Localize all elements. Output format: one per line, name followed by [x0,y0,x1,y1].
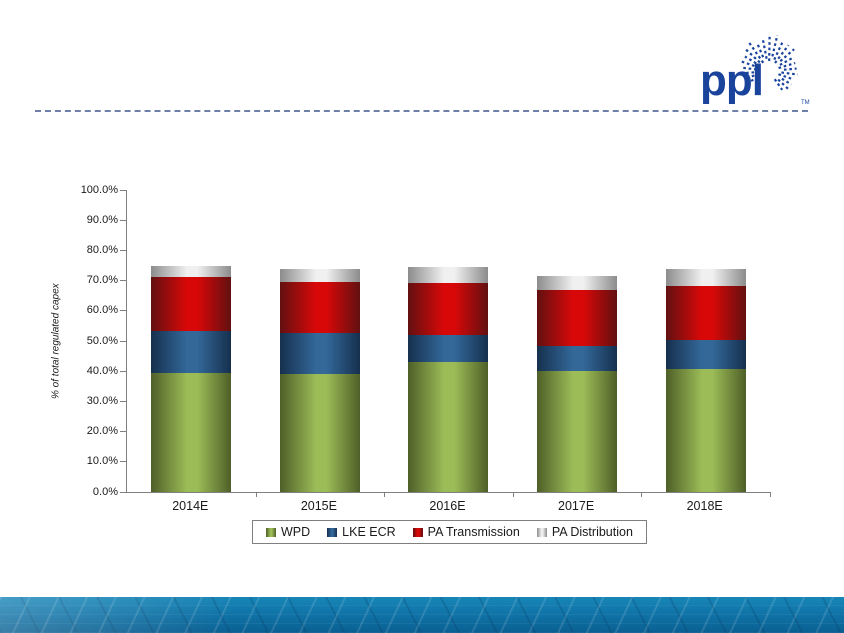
sunburst-ray [777,78,791,91]
sunburst-ray [756,42,765,58]
header-separator-line [35,110,808,112]
bar-segment-pa-distribution [279,268,360,282]
bar-segment-pa-transmission [665,286,746,341]
footer-photo-band [0,597,844,633]
logo-sunburst-rays [738,34,798,91]
sunburst-ray [781,77,792,86]
sunburst-ray [783,67,797,71]
sunburst-ray [779,57,794,66]
y-axis-labels: 0.0% 10.0% 20.0% 30.0% 40.0% 50.0% 60.0% 70.0% 8… [62,184,118,498]
y-tick-label: 20.0% [86,425,118,438]
x-tick-mark [770,492,771,497]
logo-trademark: TM [801,100,810,106]
x-axis-label: 2017E [558,499,595,513]
y-tick-label: 100.0% [80,183,118,196]
legend-swatch-pa-transmission [412,527,423,537]
y-tick-mark [120,400,126,402]
sunburst-ray [748,42,765,64]
bar-2017e [513,190,642,492]
x-axis-label: 2014E [172,499,209,513]
bar-segment-wpd [408,361,489,492]
x-axis-label: 2018E [686,499,723,513]
legend-item-lke-ecr: LKE ECR [327,525,396,539]
bar-2015e [256,190,385,492]
y-tick-label: 70.0% [86,274,118,287]
bar-segment-pa-transmission [537,289,618,347]
sunburst-ray [774,44,790,64]
x-tick-mark [255,492,257,497]
x-axis-label: 2016E [429,499,466,513]
sunburst-ray [746,72,760,79]
bar-segment-lke-ecr [408,334,489,362]
legend-label: LKE ECR [342,525,396,539]
bar-segment-pa-transmission [151,277,232,332]
x-tick-mark [512,492,514,497]
chart-legend: WPD LKE ECR PA Transmission PA Distribution [252,520,647,544]
x-axis-labels: 2014E 2015E 2016E 2017E 2018E [126,499,769,515]
bar-segment-lke-ecr [151,331,232,373]
bar-segment-lke-ecr [537,346,618,371]
legend-item-pa-transmission: PA Transmission [412,525,520,539]
legend-label: PA Transmission [427,525,520,539]
y-tick-mark [120,461,126,463]
legend-item-wpd: WPD [266,525,310,539]
legend-label: WPD [281,525,311,539]
sunburst-ray [738,59,760,69]
legend-item-pa-distribution: PA Distribution [536,525,633,539]
ppl-logo: ppl TM [700,34,810,106]
y-tick-label: 40.0% [86,364,118,377]
y-tick-mark [120,370,126,372]
bar-segment-pa-transmission [408,282,489,335]
sunburst-ray [744,55,757,65]
bar-segment-wpd [151,372,232,492]
y-tick-label: 0.0% [92,485,118,498]
sunburst-ray [773,78,784,91]
y-tick-mark [120,340,126,342]
x-axis-label: 2015E [300,499,337,513]
y-tick-label: 10.0% [86,455,118,468]
y-tick-label: 50.0% [86,334,118,347]
x-tick-mark [641,492,643,497]
y-tick-label: 30.0% [86,394,118,407]
y-tick-mark [120,431,126,433]
bar-2014e [127,190,256,492]
bar-segment-lke-ecr [665,340,746,370]
bar-segment-lke-ecr [279,333,360,374]
y-tick-mark [120,491,126,493]
sunburst-ray [743,71,755,75]
bar-2016e [384,190,513,492]
bar-segment-pa-distribution [151,265,232,278]
logo-text: ppl [700,56,763,105]
bar-segment-wpd [279,373,360,492]
y-tick-mark [120,280,126,282]
legend-swatch-wpd [266,527,276,537]
y-tick-label: 60.0% [86,304,118,317]
sunburst-ray [761,38,768,59]
y-tick-mark [120,310,126,312]
bar-segment-pa-distribution [665,269,746,287]
bar-segment-pa-transmission [279,281,360,334]
bar-2018e [641,190,770,492]
x-tick-mark [384,492,386,497]
legend-swatch-lke-ecr [327,527,338,537]
legend-swatch-pa-distribution [536,527,547,537]
y-tick-mark [120,249,126,251]
bar-segment-pa-distribution [537,275,618,290]
sunburst-ray [778,73,793,80]
sunburst-ray [743,76,759,86]
legend-label: PA Distribution [551,525,633,539]
bar-segment-pa-distribution [408,267,489,283]
bar-segment-wpd [537,370,618,492]
y-tick-mark [120,189,126,191]
y-tick-label: 80.0% [86,243,118,256]
sunburst-ray [741,66,757,71]
plot-area [120,189,771,497]
y-tick-label: 90.0% [86,213,118,226]
sunburst-ray [771,34,779,57]
bar-segment-wpd [665,369,746,492]
y-tick-mark [120,219,126,221]
